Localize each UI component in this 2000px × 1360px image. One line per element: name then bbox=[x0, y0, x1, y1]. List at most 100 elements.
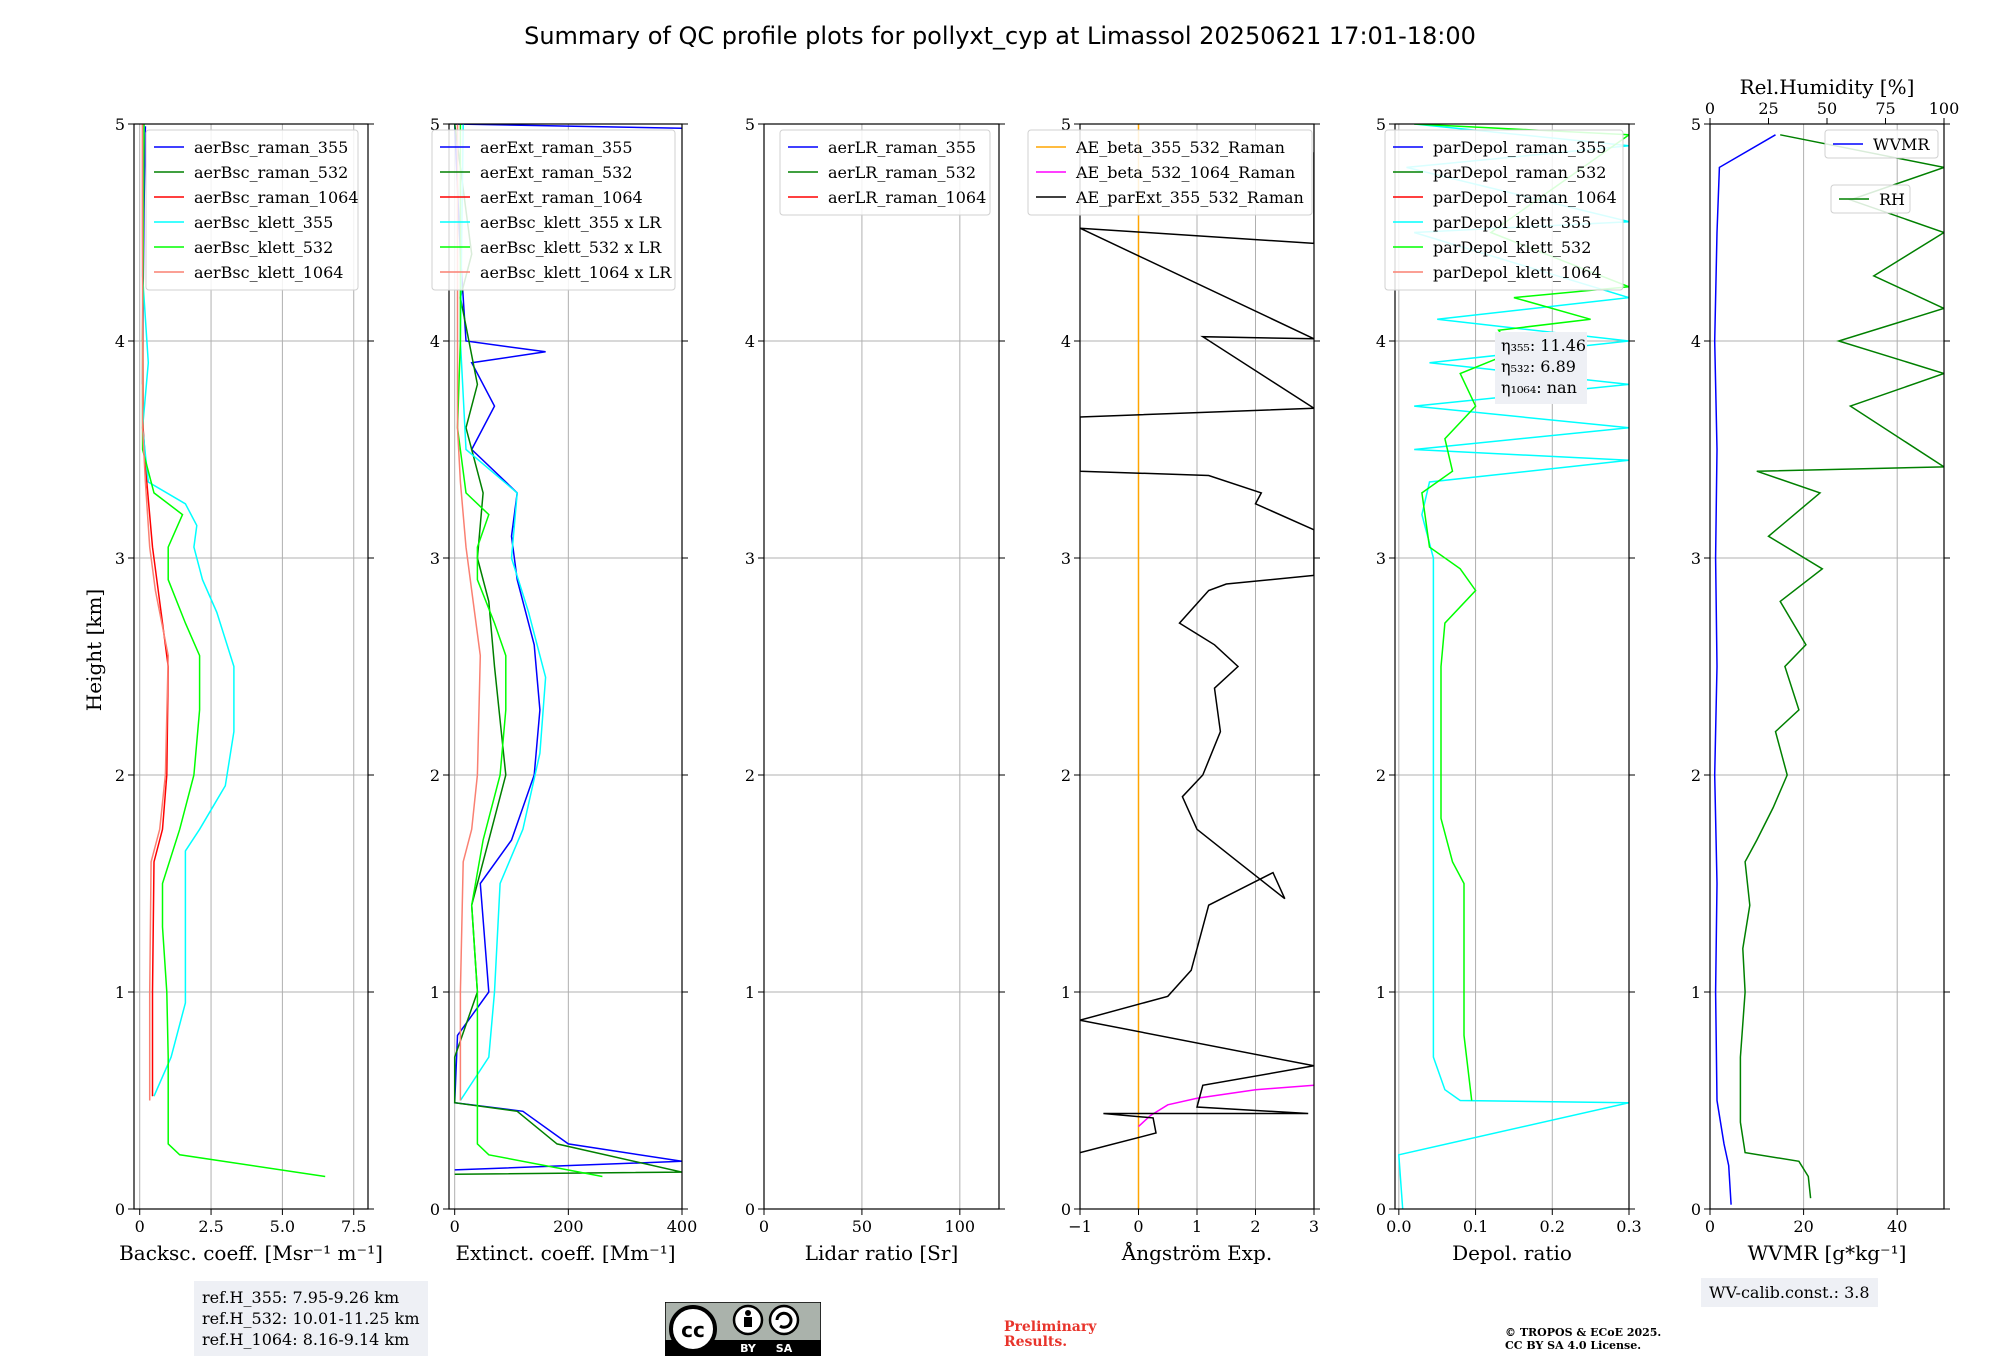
y-tick-label: 5 bbox=[1061, 115, 1071, 134]
y-tick-label: 2 bbox=[1376, 766, 1386, 785]
x-axis-label: WVMR [g*kg⁻¹] bbox=[1748, 1241, 1907, 1265]
y-tick-label: 1 bbox=[115, 983, 125, 1002]
cc-by-sa-license-icon: cc BY SA bbox=[665, 1302, 821, 1356]
legend-label: parDepol_raman_1064 bbox=[1433, 188, 1617, 207]
x-tick-label: 0.0 bbox=[1386, 1217, 1411, 1236]
preliminary-line-2: Results. bbox=[1004, 1334, 1068, 1350]
legend-label: aerBsc_klett_355 x LR bbox=[480, 213, 662, 232]
series-line-aerBsc_klett_1064 bbox=[141, 124, 169, 1101]
legend-label: aerLR_raman_1064 bbox=[828, 188, 986, 207]
y-tick-label: 2 bbox=[1691, 766, 1701, 785]
y-tick-label: 1 bbox=[1691, 983, 1701, 1002]
series-line-AE_parExt_355_532_Raman bbox=[1080, 152, 1314, 1154]
x-tick-label: 0 bbox=[1705, 1217, 1715, 1236]
legend-box bbox=[1384, 129, 1624, 291]
y-tick-label: 3 bbox=[1376, 549, 1386, 568]
legend-label: aerBsc_raman_355 bbox=[194, 138, 348, 157]
legend-label: AE_beta_532_1064_Raman bbox=[1075, 163, 1295, 182]
y-axis-label: Height [km] bbox=[82, 589, 106, 711]
x-tick-label: 40 bbox=[1887, 1217, 1907, 1236]
axes-frame bbox=[448, 123, 683, 1210]
y-tick-label: 2 bbox=[1061, 766, 1071, 785]
y-tick-label: 3 bbox=[1691, 549, 1701, 568]
axes-frame bbox=[133, 123, 369, 1210]
wv-calib-box: WV-calib.const.: 3.8 bbox=[1701, 1278, 1878, 1307]
x-tick-label: 100 bbox=[945, 1217, 976, 1236]
series-group bbox=[453, 124, 682, 1178]
series-line-aerBsc_klett_532 x LR bbox=[456, 124, 603, 1178]
x2-tick-label: 0 bbox=[1705, 99, 1715, 118]
legend-label: aerBsc_klett_1064 bbox=[194, 263, 343, 282]
legend-box bbox=[1824, 129, 1939, 159]
ref-height-355: ref.H_355: 7.95-9.26 km bbox=[202, 1288, 400, 1307]
panel-extinction: 0 1 2 3 4 5 0 200 400 Extinct. coeff. [Mm⁻¹] aerEx… bbox=[430, 115, 697, 1265]
y-tick-label: 0 bbox=[115, 1200, 125, 1219]
legend-label: aerBsc_klett_355 bbox=[194, 213, 333, 232]
x-tick-label: 1 bbox=[1192, 1217, 1202, 1236]
y-tick-label: 0 bbox=[1691, 1200, 1701, 1219]
legend-box bbox=[431, 129, 676, 291]
x2-axis-label: Rel.Humidity [%] bbox=[1740, 75, 1915, 99]
legend-label: aerBsc_raman_532 bbox=[194, 163, 348, 182]
series-group bbox=[1080, 124, 1314, 1209]
x-axis-label: Extinct. coeff. [Mm⁻¹] bbox=[455, 1241, 675, 1265]
annotation-text: η₃₅₅: 11.46 bbox=[1501, 336, 1586, 355]
y-tick-label: 3 bbox=[745, 549, 755, 568]
y-tick-label: 4 bbox=[1376, 332, 1386, 351]
y-tick-label: 4 bbox=[745, 332, 755, 351]
y-tick-label: 1 bbox=[1061, 983, 1071, 1002]
series-line-aerExt_raman_532 bbox=[453, 124, 682, 1176]
annotation-text: η₁₀₆₄: nan bbox=[1501, 378, 1577, 397]
x-tick-label: −1 bbox=[1068, 1217, 1092, 1236]
y-tick-label: 0 bbox=[1376, 1200, 1386, 1219]
copyright-note: © TROPOS & ECoE 2025. CC BY SA 4.0 Licen… bbox=[1505, 1326, 1661, 1352]
license-by-label: BY bbox=[740, 1342, 757, 1355]
series-line-AE_beta_532_1064_Raman bbox=[1137, 1084, 1314, 1128]
y-tick-label: 1 bbox=[1376, 983, 1386, 1002]
series-line-aerBsc_klett_532 bbox=[141, 124, 326, 1178]
x-tick-label: 0 bbox=[1133, 1217, 1143, 1236]
x-tick-label: 20 bbox=[1793, 1217, 1813, 1236]
x-axis-label: Depol. ratio bbox=[1452, 1241, 1572, 1265]
legend-label: parDepol_klett_355 bbox=[1433, 213, 1591, 232]
x-tick-label: 0.3 bbox=[1616, 1217, 1641, 1236]
x-tick-label: 5.0 bbox=[270, 1217, 295, 1236]
y-tick-label: 0 bbox=[430, 1200, 440, 1219]
ref-heights-box: ref.H_355: 7.95-9.26 km ref.H_532: 10.01… bbox=[194, 1281, 428, 1356]
legend-label: parDepol_klett_532 bbox=[1433, 238, 1591, 257]
x-tick-label: 400 bbox=[667, 1217, 698, 1236]
x2-tick-label: 75 bbox=[1875, 99, 1895, 118]
legend-label: aerExt_raman_1064 bbox=[480, 188, 643, 207]
axes-frame bbox=[763, 123, 1000, 1210]
legend-label: aerExt_raman_532 bbox=[480, 163, 633, 182]
license-sa-label: SA bbox=[776, 1342, 793, 1355]
x-tick-label: 0 bbox=[135, 1217, 145, 1236]
x2-tick-label: 25 bbox=[1758, 99, 1778, 118]
series-line-RH bbox=[1739, 134, 1944, 1199]
y-tick-label: 3 bbox=[115, 549, 125, 568]
copyright-line-2: CC BY SA 4.0 License. bbox=[1505, 1339, 1642, 1352]
axes-frame bbox=[1394, 123, 1630, 1210]
y-tick-label: 4 bbox=[1061, 332, 1071, 351]
legend-label: aerBsc_klett_1064 x LR bbox=[480, 263, 672, 282]
y-tick-label: 1 bbox=[745, 983, 755, 1002]
series-group bbox=[141, 124, 326, 1178]
x-tick-label: 0 bbox=[450, 1217, 460, 1236]
panel-backscatter: 0 1 2 3 4 5 0 2.5 5.0 7.5 Backsc. coeff. [Msr⁻¹ m⁻… bbox=[115, 115, 383, 1265]
svg-text:cc: cc bbox=[681, 1318, 705, 1342]
x-axis-label: Backsc. coeff. [Msr⁻¹ m⁻¹] bbox=[119, 1241, 383, 1265]
x-tick-label: 2 bbox=[1250, 1217, 1260, 1236]
legend-box bbox=[145, 129, 359, 291]
y-tick-label: 5 bbox=[115, 115, 125, 134]
x-tick-label: 7.5 bbox=[341, 1217, 366, 1236]
x-axis-label: Ångström Exp. bbox=[1121, 1240, 1272, 1265]
ref-height-1064: ref.H_1064: 8.16-9.14 km bbox=[202, 1330, 410, 1349]
figure-title: Summary of QC profile plots for pollyxt_… bbox=[524, 22, 1476, 50]
series-line-parDepol_klett_532 bbox=[1414, 124, 1629, 1101]
preliminary-line-1: Preliminary bbox=[1004, 1319, 1097, 1335]
series-line-aerBsc_klett_355 x LR bbox=[459, 124, 547, 1101]
y-tick-label: 5 bbox=[430, 115, 440, 134]
legend-label: parDepol_klett_1064 bbox=[1433, 263, 1602, 282]
